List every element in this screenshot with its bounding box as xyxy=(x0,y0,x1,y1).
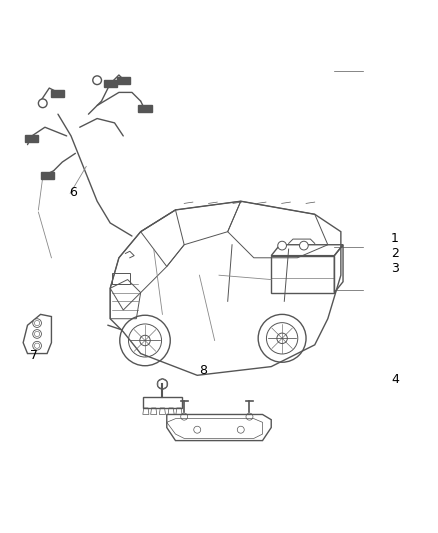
Bar xyxy=(113,273,130,284)
Circle shape xyxy=(157,379,168,389)
Text: 6: 6 xyxy=(69,186,77,199)
Circle shape xyxy=(278,241,286,250)
Text: 4: 4 xyxy=(391,373,399,386)
Text: 3: 3 xyxy=(391,262,399,275)
Bar xyxy=(51,90,64,97)
Bar xyxy=(25,135,39,142)
Text: 7: 7 xyxy=(30,349,38,362)
Text: 2: 2 xyxy=(391,247,399,260)
Bar xyxy=(271,256,334,293)
Circle shape xyxy=(300,241,308,250)
Circle shape xyxy=(39,99,47,108)
Circle shape xyxy=(33,341,42,350)
Circle shape xyxy=(93,76,102,85)
Circle shape xyxy=(33,319,42,327)
Bar xyxy=(104,80,117,87)
Text: 8: 8 xyxy=(199,365,208,377)
Bar xyxy=(138,106,152,112)
Circle shape xyxy=(33,329,42,338)
Bar xyxy=(41,172,54,179)
Text: 1: 1 xyxy=(391,232,399,245)
Bar xyxy=(117,77,130,84)
